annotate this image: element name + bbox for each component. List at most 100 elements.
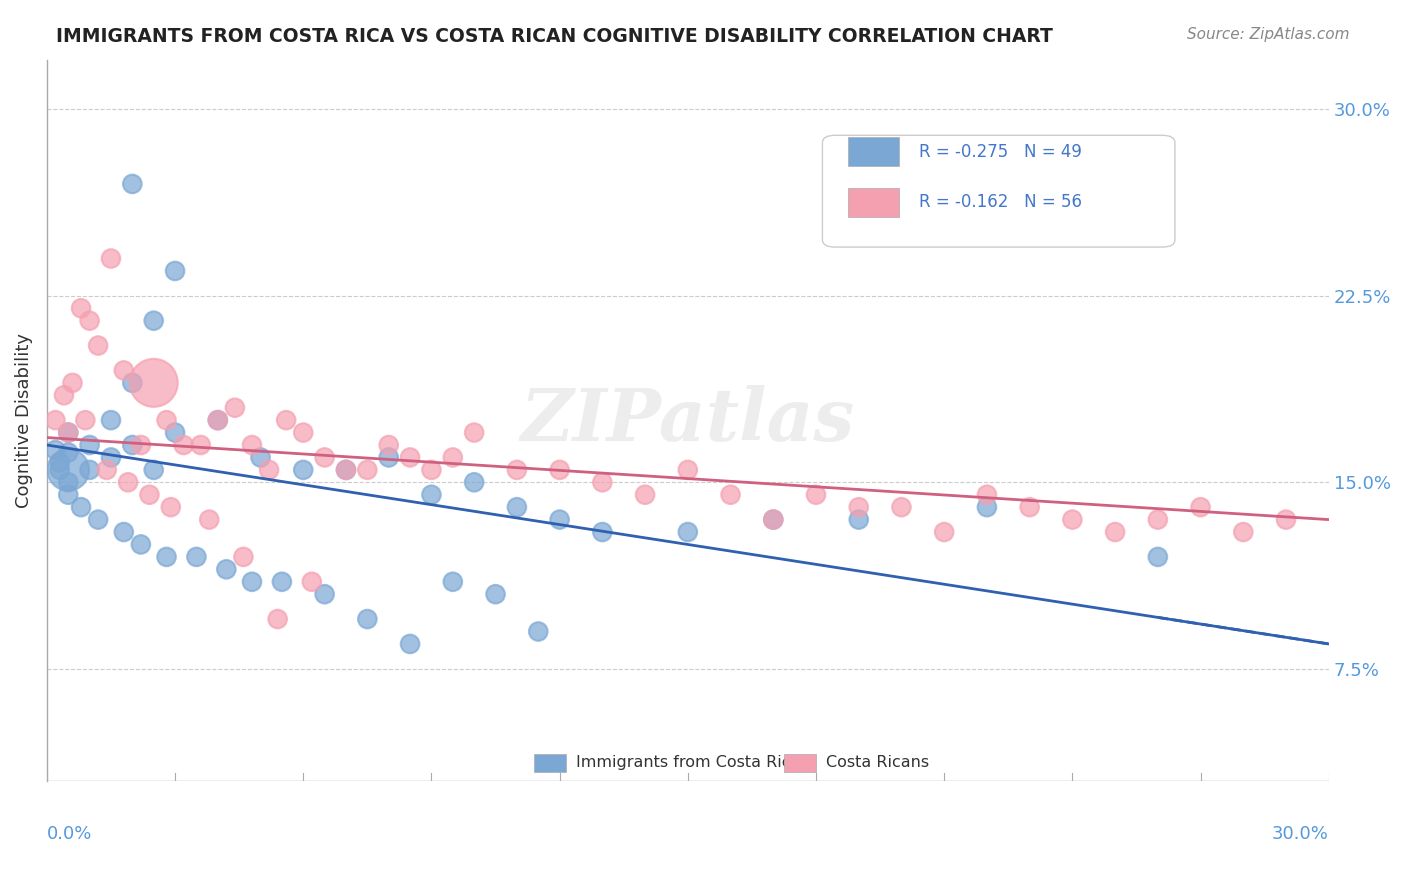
Point (79, 438, 101, 452)
Point (112, 524, 135, 539)
Point (676, 463, 699, 477)
Point (58, 425, 80, 440)
Text: R = -0.275   N = 49: R = -0.275 N = 49 (918, 143, 1081, 161)
Point (1147, 549, 1170, 564)
Point (848, 500, 870, 515)
Point (1189, 500, 1212, 515)
Point (848, 513, 870, 527)
Point (129, 438, 152, 452)
Text: Source: ZipAtlas.com: Source: ZipAtlas.com (1187, 27, 1350, 42)
Point (276, 413, 298, 427)
FancyBboxPatch shape (823, 136, 1175, 247)
Text: 30.0%: 30.0% (1272, 825, 1329, 844)
Text: R = -0.162   N = 56: R = -0.162 N = 56 (918, 194, 1081, 211)
Point (79, 463, 101, 477)
Point (762, 513, 785, 527)
Point (676, 524, 699, 539)
Point (463, 475, 485, 490)
Point (1147, 513, 1170, 527)
Point (548, 463, 571, 477)
Point (976, 488, 998, 502)
Point (112, 363, 135, 377)
Point (79, 314, 101, 328)
Point (249, 450, 271, 465)
Point (257, 463, 280, 477)
Point (506, 500, 529, 515)
Point (634, 488, 657, 502)
Point (121, 438, 143, 452)
Point (224, 401, 246, 415)
Point (1018, 500, 1040, 515)
Point (70, 500, 93, 515)
Point (159, 500, 181, 515)
Point (165, 425, 187, 440)
Point (62, 376, 84, 390)
Point (155, 413, 177, 427)
Point (186, 549, 208, 564)
Point (215, 562, 238, 576)
Point (44, 413, 66, 427)
Point (399, 450, 422, 465)
Point (399, 637, 422, 651)
Point (720, 488, 742, 502)
Point (121, 177, 143, 191)
Text: Costa Ricans: Costa Ricans (827, 756, 929, 770)
Bar (848, 188, 900, 217)
Point (1104, 524, 1126, 539)
Point (934, 524, 956, 539)
Text: 0.0%: 0.0% (46, 825, 93, 844)
Point (356, 463, 378, 477)
Point (890, 500, 912, 515)
Point (441, 574, 464, 589)
Point (548, 513, 571, 527)
Point (70, 301, 93, 316)
Point (117, 475, 139, 490)
Point (240, 438, 263, 452)
Bar (534, 754, 567, 772)
Point (420, 488, 443, 502)
Point (804, 488, 827, 502)
Point (87, 338, 110, 352)
Point (100, 450, 122, 465)
Point (58, 425, 80, 440)
Point (335, 463, 357, 477)
Point (58, 475, 80, 490)
Point (48, 463, 70, 477)
Text: Immigrants from Costa Rica: Immigrants from Costa Rica (576, 756, 800, 770)
Point (48, 455, 70, 469)
Point (335, 463, 357, 477)
Point (266, 612, 288, 626)
Point (420, 463, 443, 477)
Point (1232, 524, 1254, 539)
Point (441, 450, 464, 465)
Point (142, 376, 165, 390)
Point (87, 513, 110, 527)
Point (58, 445, 80, 459)
Point (314, 587, 336, 601)
Point (292, 463, 315, 477)
Point (232, 549, 254, 564)
Point (1275, 513, 1298, 527)
Point (190, 438, 212, 452)
Text: IMMIGRANTS FROM COSTA RICA VS COSTA RICAN COGNITIVE DISABILITY CORRELATION CHART: IMMIGRANTS FROM COSTA RICA VS COSTA RICA… (56, 27, 1053, 45)
Bar (848, 137, 900, 166)
Point (129, 537, 152, 551)
Point (53, 388, 76, 402)
Bar (785, 754, 815, 772)
Point (138, 488, 160, 502)
Point (463, 425, 485, 440)
Text: ZIPatlas: ZIPatlas (520, 384, 855, 456)
Point (75, 413, 97, 427)
Point (591, 524, 613, 539)
Point (292, 425, 315, 440)
Point (44, 442, 66, 457)
Point (173, 438, 195, 452)
Point (506, 463, 529, 477)
Point (100, 252, 122, 266)
Point (356, 612, 378, 626)
Point (58, 488, 80, 502)
Point (58, 463, 80, 477)
Point (270, 574, 292, 589)
Point (207, 413, 229, 427)
Point (142, 463, 165, 477)
